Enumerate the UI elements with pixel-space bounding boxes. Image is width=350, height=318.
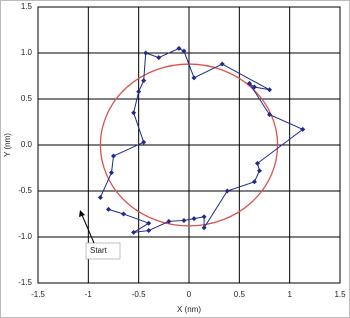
arrow-head (79, 210, 85, 217)
data-point (201, 225, 207, 231)
data-point (267, 112, 273, 118)
data-point (108, 170, 114, 176)
data-point (181, 217, 187, 223)
data-point (141, 139, 147, 145)
data-line (99, 47, 304, 233)
x-tick-label: 0.5 (234, 290, 246, 299)
data-point (224, 188, 230, 194)
data-point (136, 89, 142, 95)
data-point (191, 75, 197, 81)
y-tick-label: 1.0 (21, 48, 33, 57)
y-axis-label: Y (nm) (3, 133, 12, 157)
data-point (166, 218, 172, 224)
data-point (201, 214, 207, 220)
y-tick-label: 0.0 (21, 140, 33, 149)
x-tick-label: -1.5 (31, 290, 45, 299)
annotation-box (85, 242, 121, 260)
x-tick-label: 1 (287, 290, 292, 299)
data-point (256, 168, 262, 174)
data-point (131, 229, 137, 235)
data-point (146, 220, 152, 226)
data-point (181, 48, 187, 54)
data-point (105, 206, 111, 212)
data-point (121, 211, 127, 217)
x-tick-label: 0 (187, 290, 192, 299)
data-point (146, 228, 152, 234)
data-point (111, 153, 116, 159)
annotation-arrow (81, 214, 95, 244)
x-tick-label: 1.5 (334, 290, 346, 299)
y-tick-label: -1.5 (18, 278, 32, 287)
data-point (246, 80, 252, 86)
plot-area: -1.5 -1 -0.5 0 0.5 1 1.5 -1.5 -1.0 -0.5 0.0 0.5 1.0 1… (18, 2, 346, 299)
x-tick-label: -1 (85, 290, 93, 299)
y-tick-label: -0.5 (18, 186, 32, 195)
data-point (191, 216, 197, 222)
data-point (131, 110, 137, 116)
x-axis-label: X (nm) (177, 305, 201, 314)
y-tick-label: 1.5 (21, 2, 33, 11)
data-point (254, 160, 260, 166)
data-point (251, 179, 257, 185)
annotation: Start (90, 246, 108, 255)
data-point (300, 126, 306, 132)
plot-border (37, 6, 341, 284)
data-point (156, 55, 162, 61)
y-tick-label: 0.5 (21, 94, 33, 103)
data-point (97, 194, 103, 200)
y-tick-label: -1.0 (18, 232, 32, 241)
data-point (141, 78, 147, 84)
data-point (219, 61, 225, 67)
data-point (143, 50, 149, 56)
data-point (267, 87, 273, 93)
x-tick-label: -0.5 (132, 290, 146, 299)
data-point (176, 45, 182, 51)
data-point (251, 84, 257, 90)
